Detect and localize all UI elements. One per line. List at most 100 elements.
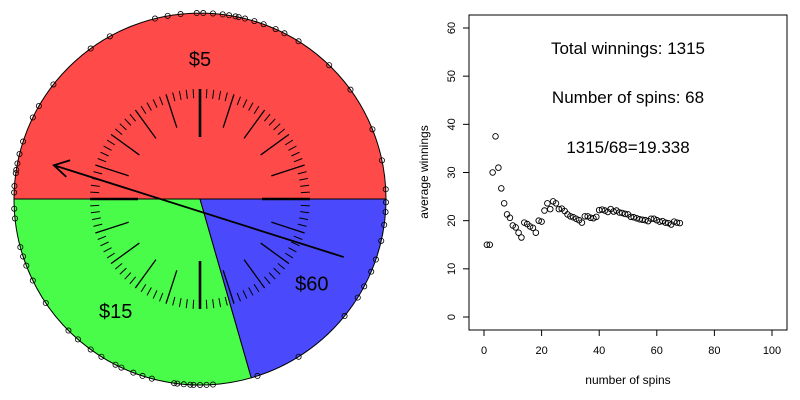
x-tick-label: 0 <box>481 345 487 357</box>
dial-tick <box>159 292 164 302</box>
spin-marker <box>50 81 57 88</box>
spin-marker <box>42 300 49 307</box>
spin-marker <box>193 10 200 17</box>
dial-tick <box>106 139 115 146</box>
data-point <box>518 234 525 241</box>
dial-tick <box>242 99 248 108</box>
dial-tick <box>299 217 309 221</box>
dial-tick <box>300 211 310 214</box>
dial-tick <box>129 113 137 122</box>
dial-tick <box>268 118 276 126</box>
spin-marker <box>16 151 23 158</box>
dial-tick <box>90 211 100 214</box>
dial-tick <box>222 270 235 304</box>
dial-tick <box>243 109 266 139</box>
spin-marker <box>295 353 302 360</box>
dial-tick <box>114 262 123 270</box>
dial-tick <box>103 145 112 151</box>
spin-marker <box>174 380 181 387</box>
data-point <box>506 214 514 222</box>
data-point <box>567 213 574 220</box>
spin-marker <box>382 208 389 215</box>
data-point <box>618 209 626 217</box>
data-point <box>483 241 491 248</box>
dial-tick <box>205 89 208 99</box>
sector-label: $60 <box>295 273 328 295</box>
spin-marker <box>341 313 348 320</box>
dial-tick <box>165 270 178 304</box>
y-tick-label: 50 <box>446 70 458 82</box>
dial-tick <box>236 96 241 106</box>
spin-marker <box>118 364 125 371</box>
dial-tick <box>253 105 260 114</box>
data-point <box>555 205 563 213</box>
data-point <box>676 219 684 227</box>
dial-tick <box>260 242 290 265</box>
prize-wheel: $5 $15 $60 <box>11 10 389 388</box>
dial-tick <box>236 292 241 302</box>
spin-marker <box>190 381 197 388</box>
y-tick-label: 10 <box>446 263 458 275</box>
spin-marker <box>20 253 27 260</box>
dial-tick <box>263 113 271 122</box>
spin-marker <box>29 114 36 121</box>
dial-tick <box>288 247 297 253</box>
dial-tick <box>218 298 222 308</box>
average-winnings-plot: 0 20 40 60 80 100 0 10 20 30 40 50 60 number of spi… <box>417 14 788 387</box>
dial-tick <box>134 109 157 139</box>
dial-tick <box>293 235 303 240</box>
dial-tick <box>271 221 305 234</box>
spin-marker <box>295 38 302 45</box>
wheel-sector-labels: $5 $15 $60 <box>99 49 328 323</box>
dial-tick <box>300 204 310 207</box>
data-point <box>500 200 508 207</box>
dial-tick <box>103 247 112 253</box>
wheel-pointer <box>53 164 344 258</box>
spin-marker <box>130 369 137 376</box>
dial-tick <box>172 296 176 306</box>
dial-tick <box>178 90 182 100</box>
dial-tick <box>192 299 195 309</box>
data-point <box>495 164 502 171</box>
y-axis: 0 10 20 30 40 50 60 <box>446 22 469 320</box>
x-tick-label: 40 <box>593 345 605 357</box>
dial-tick <box>152 99 158 108</box>
data-point <box>541 207 548 214</box>
dial-tick <box>146 102 152 111</box>
dial-tick <box>110 242 140 265</box>
spin-marker <box>326 62 333 69</box>
x-axis-label: number of spins <box>585 373 670 387</box>
data-point <box>598 206 606 213</box>
dial-tick <box>165 94 178 128</box>
spin-marker <box>382 186 389 193</box>
data-points <box>483 133 684 248</box>
dial-tick <box>90 204 100 207</box>
data-point <box>630 214 638 221</box>
dial-tick <box>224 296 228 306</box>
spin-marker <box>180 381 187 388</box>
dial-tick <box>291 241 300 247</box>
spin-marker <box>381 221 388 228</box>
spin-marker <box>11 183 18 190</box>
data-point <box>535 217 542 224</box>
dial-tick <box>95 164 129 177</box>
spin-marker <box>241 15 248 22</box>
dial-tick <box>172 92 176 102</box>
dial-tick <box>119 267 127 275</box>
dial-tick <box>268 272 276 280</box>
dial-tick <box>93 223 103 227</box>
dial-tick <box>146 287 152 296</box>
dial-tick <box>91 217 101 221</box>
spin-marker <box>20 138 27 145</box>
x-tick-label: 20 <box>535 345 547 357</box>
spin-marker <box>209 10 216 17</box>
dial-tick <box>285 139 294 146</box>
spin-marker <box>354 294 361 301</box>
dial-tick <box>110 133 140 156</box>
dial-tick <box>159 96 164 106</box>
data-point <box>581 213 589 220</box>
dial-tick <box>100 241 109 247</box>
dial-tick <box>263 276 271 285</box>
spin-marker <box>98 353 105 360</box>
